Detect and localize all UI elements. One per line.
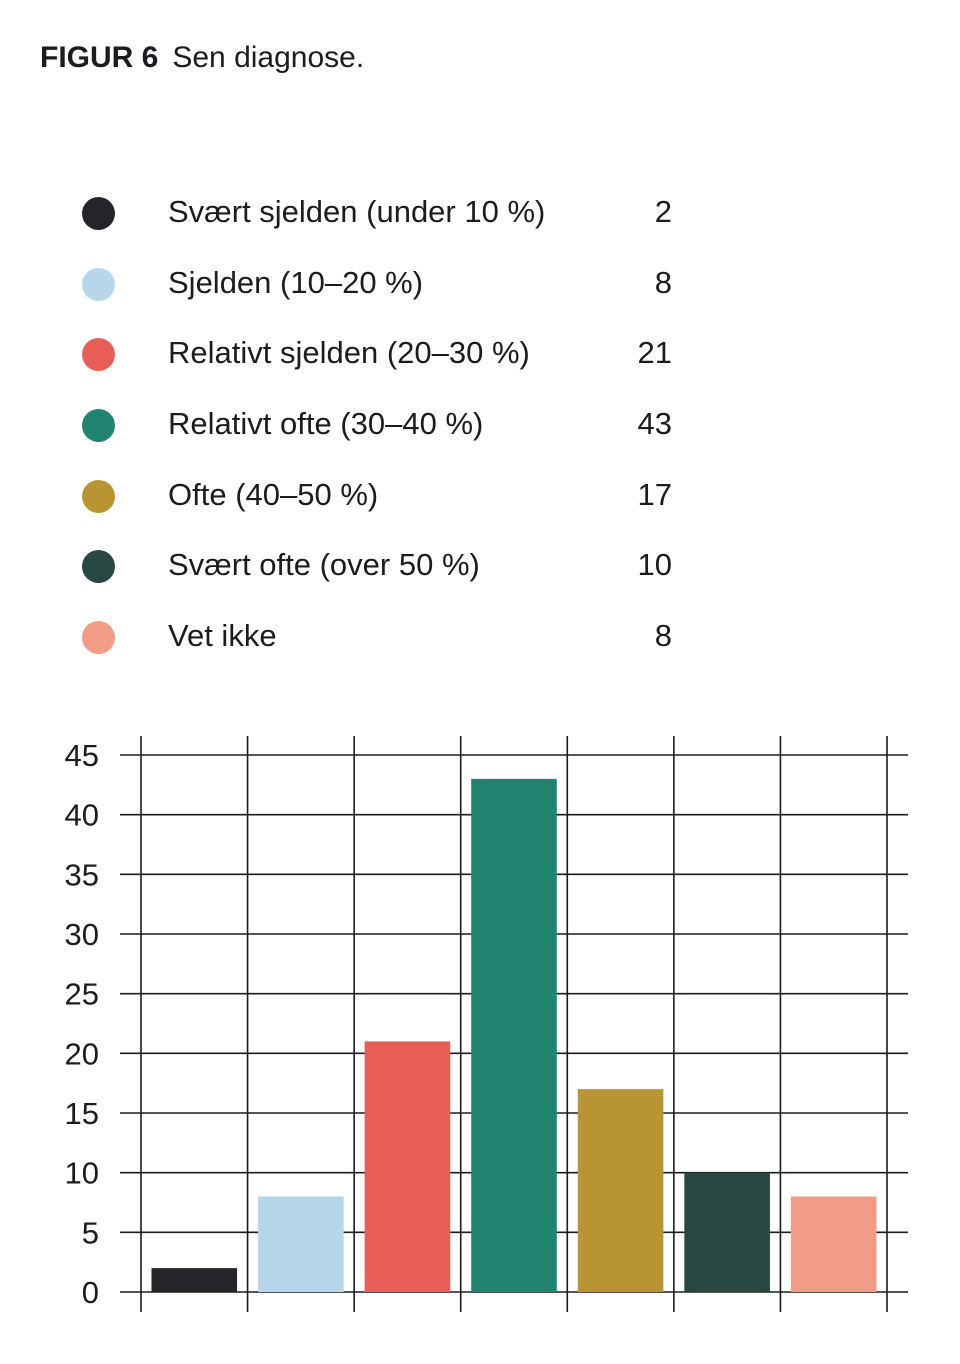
y-tick-label: 30 — [65, 917, 99, 952]
legend-label: Sjelden (10–20 %) — [168, 264, 424, 300]
y-axis-ticks: 0 5 10 15 20 25 30 35 40 45 — [65, 738, 99, 1310]
y-tick-label: 45 — [65, 738, 99, 773]
legend-swatch — [82, 409, 115, 443]
bar — [471, 778, 557, 1292]
figure-title: FIGUR 6 Sen diagnose. — [40, 38, 364, 78]
bar — [790, 1196, 877, 1292]
legend-item: Svært ofte (over 50 %) 10 — [82, 531, 682, 602]
legend-item: Svært sjelden (under 10 %) 2 — [82, 178, 682, 249]
legend-value: 43 — [637, 406, 672, 442]
legend-label: Relativt sjelden (20–30 %) — [168, 335, 530, 371]
legend-value: 21 — [637, 335, 672, 371]
bar — [577, 1089, 664, 1292]
bar — [684, 1172, 770, 1292]
legend-item: Ofte (40–50 %) 17 — [82, 461, 682, 532]
legend-label: Relativt ofte (30–40 %) — [168, 406, 484, 442]
y-tick-label: 35 — [65, 857, 99, 892]
bar — [151, 1268, 238, 1292]
figure-label: FIGUR 6 — [40, 41, 159, 74]
legend-item: Relativt sjelden (20–30 %) 21 — [82, 319, 682, 390]
legend-swatch — [82, 197, 115, 230]
legend-value: 2 — [654, 194, 672, 229]
figure-subtitle: Sen diagnose. — [172, 41, 365, 74]
bar — [258, 1196, 344, 1292]
y-tick-label: 40 — [65, 798, 99, 833]
y-tick-label: 25 — [65, 977, 99, 1012]
chart-bars — [151, 778, 877, 1292]
legend-value: 8 — [654, 264, 672, 300]
legend-value: 17 — [637, 476, 672, 512]
legend-swatch — [82, 338, 115, 372]
y-tick-label: 10 — [65, 1156, 99, 1191]
legend-label: Vet ikke — [168, 618, 277, 654]
bar-chart: 0 5 10 15 20 25 30 35 40 45 — [65, 736, 908, 1312]
legend-item: Sjelden (10–20 %) 8 — [82, 249, 682, 320]
y-tick-label: 0 — [82, 1275, 99, 1310]
legend-label: Svært sjelden (under 10 %) — [168, 194, 546, 229]
legend-swatch — [82, 550, 115, 584]
legend-swatch — [82, 621, 115, 655]
y-tick-label: 15 — [65, 1096, 99, 1131]
legend-item: Vet ikke 8 — [82, 602, 682, 673]
legend-label: Svært ofte (over 50 %) — [168, 547, 480, 583]
legend-value: 8 — [654, 618, 672, 654]
bar — [364, 1041, 451, 1292]
chart-legend: Svært sjelden (under 10 %) 2 Sjelden (10–… — [82, 178, 682, 673]
legend-item: Relativt ofte (30–40 %) 43 — [82, 390, 682, 461]
y-tick-label: 5 — [82, 1215, 99, 1250]
y-tick-label: 20 — [65, 1036, 99, 1071]
legend-value: 10 — [637, 547, 672, 583]
legend-label: Ofte (40–50 %) — [168, 476, 379, 512]
legend-swatch — [82, 479, 115, 513]
legend-swatch — [82, 267, 115, 301]
